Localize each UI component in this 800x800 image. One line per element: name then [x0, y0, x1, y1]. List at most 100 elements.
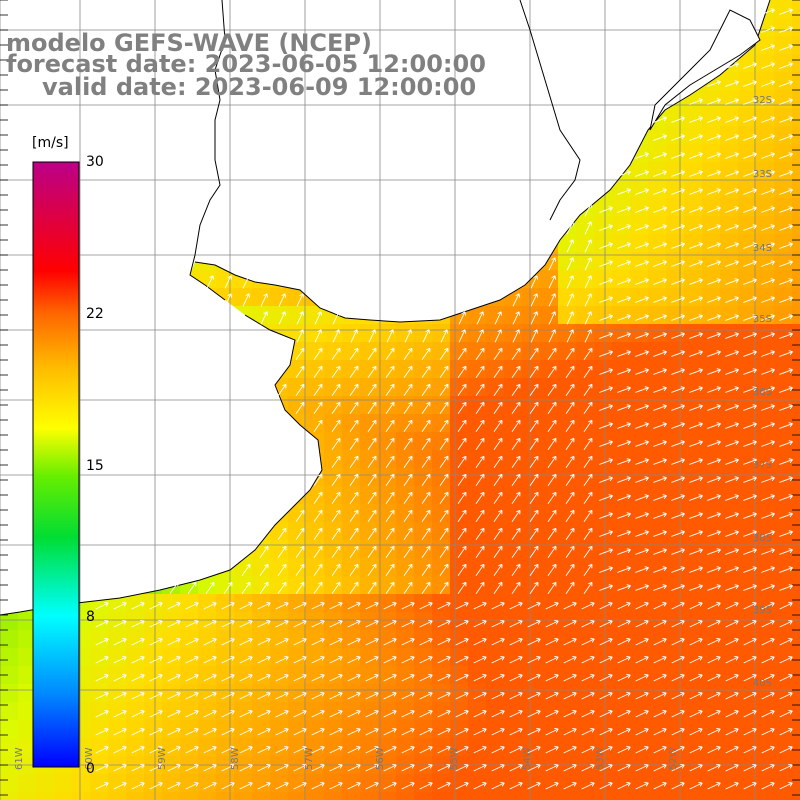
field-cell: [558, 540, 576, 558]
field-cell: [396, 342, 414, 360]
field-cell: [756, 540, 774, 558]
wind-arrow: [113, 728, 127, 736]
field-cell: [432, 576, 450, 594]
field-cell: [612, 576, 630, 594]
wind-arrow: [725, 440, 739, 447]
field-cell: [360, 594, 378, 612]
wind-arrow: [511, 347, 521, 360]
field-cell: [360, 522, 378, 540]
field-cell: [648, 648, 666, 666]
field-cell: [486, 504, 504, 522]
wind-arrow: [689, 548, 703, 555]
wind-arrow: [671, 692, 685, 700]
field-cell: [216, 738, 234, 756]
wind-arrow: [779, 584, 793, 591]
wind-arrow: [257, 728, 271, 736]
field-cell: [522, 504, 540, 522]
field-cell: [558, 720, 576, 738]
field-cell: [450, 576, 468, 594]
wind-arrow: [491, 692, 505, 700]
wind-arrow: [565, 527, 575, 540]
wind-arrow: [707, 278, 721, 285]
wind-arrow: [203, 638, 217, 646]
wind-arrow: [779, 548, 793, 555]
wind-arrow: [185, 620, 199, 628]
wind-arrow: [725, 80, 739, 87]
wind-arrow: [545, 674, 559, 682]
field-cell: [468, 630, 486, 648]
wind-arrow: [367, 509, 377, 522]
field-cell: [558, 342, 576, 360]
field-cell: [252, 630, 270, 648]
wind-arrow: [779, 638, 793, 646]
wind-arrow: [761, 530, 775, 537]
field-cell: [648, 774, 666, 792]
wind-arrow: [635, 188, 649, 195]
wind-arrow: [689, 710, 703, 718]
wind-arrow: [385, 455, 395, 468]
wind-arrow: [275, 602, 289, 610]
field-cell: [720, 342, 738, 360]
wind-arrow: [331, 419, 341, 432]
wind-arrow: [547, 527, 557, 540]
field-cell: [450, 414, 468, 432]
wind-arrow: [565, 347, 575, 360]
field-cell: [738, 432, 756, 450]
wind-arrow: [239, 674, 253, 682]
wind-arrow: [331, 401, 341, 414]
wind-arrow: [653, 188, 667, 195]
field-cell: [756, 396, 774, 414]
field-cell: [594, 360, 612, 378]
field-cell: [648, 306, 666, 324]
wind-arrow: [725, 62, 739, 69]
wind-arrow: [583, 509, 593, 522]
field-cell: [108, 774, 126, 792]
wind-arrow: [239, 746, 253, 754]
wind-arrow: [383, 782, 397, 790]
wind-arrow: [475, 437, 485, 450]
wind-arrow: [314, 329, 322, 343]
field-cell: [630, 414, 648, 432]
wind-arrow: [491, 728, 505, 736]
wind-arrow: [403, 365, 413, 378]
wind-arrow: [743, 674, 757, 682]
field-cell: [378, 774, 396, 792]
field-cell: [522, 468, 540, 486]
field-cell: [18, 774, 36, 792]
wind-arrow: [581, 602, 595, 610]
field-cell: [432, 342, 450, 360]
field-cell: [666, 126, 684, 144]
field-cell: [702, 612, 720, 630]
field-cell: [738, 594, 756, 612]
wind-arrow: [439, 581, 449, 594]
wind-arrow: [761, 458, 775, 465]
wind-arrow: [349, 509, 359, 522]
wind-arrow: [385, 473, 395, 486]
wind-arrow: [349, 563, 359, 576]
wind-arrow: [725, 188, 739, 195]
field-cell: [702, 252, 720, 270]
field-cell: [558, 684, 576, 702]
field-cell: [486, 702, 504, 720]
field-cell: [486, 630, 504, 648]
field-cell: [792, 738, 800, 756]
wind-arrow: [581, 764, 595, 772]
wind-arrow: [617, 494, 631, 501]
field-cell: [414, 540, 432, 558]
wind-arrow: [581, 728, 595, 736]
wind-arrow: [671, 602, 685, 610]
field-cell: [252, 702, 270, 720]
field-cell: [18, 792, 36, 800]
field-cell: [522, 576, 540, 594]
wind-arrow: [491, 764, 505, 772]
field-cell: [792, 288, 800, 306]
field-cell: [522, 378, 540, 396]
field-cell: [450, 540, 468, 558]
field-cell: [162, 666, 180, 684]
wind-arrow: [725, 548, 739, 555]
wind-arrow: [761, 476, 775, 483]
field-cell: [252, 612, 270, 630]
field-cell: [720, 126, 738, 144]
wind-arrow: [617, 314, 631, 321]
wind-arrow: [457, 437, 467, 450]
